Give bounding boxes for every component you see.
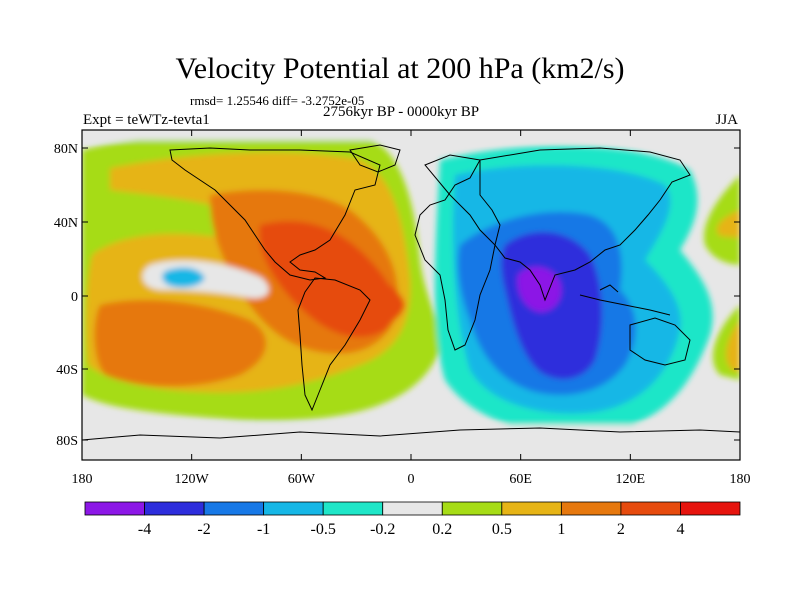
contour-0.5-east <box>716 210 740 372</box>
coastline-greenland <box>349 144 401 173</box>
colorbar-swatch <box>680 501 741 516</box>
coastline-north-america <box>169 147 381 281</box>
lon-tick-label: 60W <box>288 472 316 487</box>
lon-tick-label: 180 <box>730 472 751 487</box>
coastline-australia <box>629 317 691 366</box>
lon-tick-label: 0 <box>408 472 415 487</box>
colorbar-swatch <box>263 501 324 516</box>
colorbar-label: 2 <box>617 521 625 538</box>
colorbar-swatch <box>441 501 503 516</box>
contour-2-atlantic <box>338 274 405 325</box>
colorbar-label: 0.5 <box>492 521 512 538</box>
lon-tick-label: 60E <box>509 472 532 487</box>
colorbar-label: 0.2 <box>432 521 452 538</box>
colorbar-swatch <box>620 501 681 516</box>
lat-tick-label: 40S <box>56 363 78 378</box>
colorbar-label: -2 <box>197 521 210 538</box>
colorbar-swatch <box>382 501 443 516</box>
coastline-europe-africa <box>414 154 496 351</box>
lon-tick-label: 180 <box>72 472 93 487</box>
period-label: 2756kyr BP - 0000kyr BP <box>323 104 480 120</box>
colorbar-label: 1 <box>557 521 565 538</box>
coastline-antarctica <box>82 427 740 441</box>
experiment-label: Expt = teWTz-tevta1 <box>83 112 210 128</box>
contour-1-pacific <box>94 300 267 387</box>
lat-tick-label: 0 <box>71 290 78 305</box>
colorbar-swatch <box>203 501 265 516</box>
neutral-pacific-band-core <box>162 267 205 288</box>
colorbar-swatch <box>84 501 145 516</box>
stats-line: rmsd= 1.25546 diff= -3.2752e-05 <box>190 93 365 108</box>
neutral-polar-south <box>82 425 740 460</box>
lat-tick-label: 80S <box>56 434 78 449</box>
colorbar-label: -4 <box>138 521 151 538</box>
chart-title: Velocity Potential at 200 hPa (km2/s) <box>175 52 625 85</box>
colorbar-swatch <box>501 501 562 516</box>
coastlines <box>82 144 740 441</box>
colorbar-swatch <box>560 501 622 516</box>
coastline-south-america <box>297 277 371 412</box>
lat-tick-label: 40N <box>54 216 78 231</box>
colorbar-label: -0.5 <box>311 521 336 538</box>
colorbar-label: 4 <box>676 521 684 538</box>
lat-tick-label: 80N <box>54 142 78 157</box>
colorbar-swatch <box>322 501 384 516</box>
lon-tick-label: 120W <box>175 472 210 487</box>
colorbar-label: -0.2 <box>370 521 395 538</box>
lon-tick-label: 120E <box>616 472 646 487</box>
season-label: JJA <box>715 112 738 128</box>
colorbar: -4 -2 -1 -0.5 -0.2 0.2 0.5 1 2 4 <box>84 501 741 538</box>
colorbar-swatch <box>144 501 205 516</box>
axes: 80N 40N 0 40S 80S 180 120W 60W 0 60E 120E 180 <box>54 130 751 487</box>
contour-field <box>82 130 740 460</box>
coastline-indonesia <box>579 284 671 316</box>
coastline-asia <box>479 147 691 302</box>
contour-neg-4 <box>517 266 562 312</box>
colorbar-label: -1 <box>257 521 270 538</box>
